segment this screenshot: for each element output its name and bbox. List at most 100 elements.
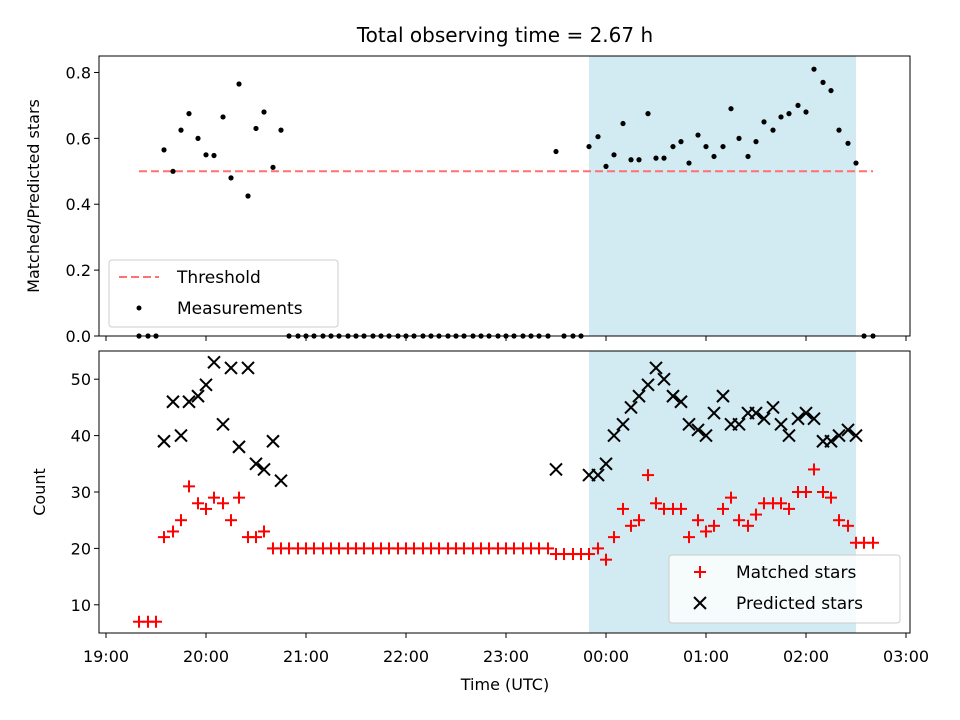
bottom-x-ticks: 19:00 20:00 21:00 22:00 23:00 00:00 01:00 02:00… (83, 633, 929, 666)
bottom-x-tick-label: 23:00 (483, 647, 529, 666)
predicted-star-point (841, 423, 855, 437)
measurement-point (736, 135, 742, 141)
matched-star-point (692, 514, 704, 527)
predicted-star-point (249, 457, 263, 471)
measurement-point (228, 175, 234, 181)
measurement-point (670, 143, 676, 150)
predicted-star-point (699, 428, 713, 443)
measurement-point (778, 114, 784, 120)
measurement-point (711, 153, 717, 160)
legend-measurements-label: Measurements (177, 299, 303, 319)
predicted-star-point (716, 389, 730, 403)
matched-star-point (742, 519, 754, 532)
bottom-x-tick-label: 00:00 (583, 647, 629, 666)
matched-star-point (183, 480, 195, 493)
legend-matched-swatch (694, 566, 706, 578)
predicted-star-point (199, 378, 213, 392)
predicted-star-point (674, 395, 688, 409)
bottom-legend-box (668, 554, 901, 624)
measurement-point (753, 139, 759, 145)
legend-predicted-swatch (693, 596, 707, 610)
matched-star-point (625, 519, 637, 532)
predicted-star-point (207, 355, 221, 369)
top-y-tick-label: 0.8 (66, 63, 91, 82)
matched-star-point (208, 491, 220, 504)
x-axis-label: Time (UTC) (460, 675, 549, 694)
bottom-x-tick-label: 21:00 (283, 647, 329, 666)
bottom-panel: 10 20 30 40 50 19:00 20:00 21:00 22:00 23:00 00:0… (30, 350, 929, 694)
top-legend: Threshold Measurements (108, 259, 339, 328)
matched-star-point (700, 525, 712, 538)
bottom-x-tick-label: 02:00 (783, 647, 829, 666)
matched-star-point (833, 514, 845, 527)
matched-star-point (775, 497, 787, 510)
bottom-x-tick-label: 19:00 (83, 647, 129, 666)
predicted-star-point (682, 417, 696, 432)
matched-star-point (725, 491, 737, 504)
matched-star-point (733, 514, 745, 527)
measurement-point (203, 152, 209, 158)
measurement-point (253, 125, 259, 132)
predicted-star-point (666, 389, 680, 403)
measurement-point (620, 120, 626, 127)
predicted-star-point (174, 428, 188, 443)
top-y-tick-label: 0.0 (66, 327, 91, 346)
matched-star-point (600, 553, 612, 566)
predicted-star-point (241, 361, 255, 375)
predicted-star-point (232, 440, 246, 454)
measurement-point (761, 119, 767, 125)
measurement-point (836, 127, 842, 133)
measurement-point (720, 143, 726, 150)
measurement-point (703, 143, 709, 150)
measurement-points (136, 66, 876, 339)
predicted-star-point (749, 406, 763, 420)
bottom-x-tick-label: 03:00 (883, 647, 929, 666)
matched-star-point (683, 531, 695, 544)
predicted-star-point (266, 434, 280, 448)
predicted-star-point (591, 468, 605, 482)
matched-star-point (750, 508, 762, 521)
measurement-point (186, 111, 192, 117)
top-legend-box (108, 259, 339, 328)
matched-star-point (717, 502, 729, 515)
measurement-point (261, 109, 267, 115)
matched-star-point (867, 536, 879, 549)
top-axes-frame (98, 55, 911, 337)
measurement-point (161, 147, 167, 153)
measurement-point (695, 132, 701, 138)
matched-star-point (258, 525, 270, 538)
bottom-legend: Matched stars Predicted stars (668, 554, 901, 624)
measurement-point (636, 157, 642, 163)
measurement-point (553, 148, 559, 155)
measurement-point (845, 140, 851, 146)
predicted-star-point (616, 417, 630, 432)
matched-star-point (150, 615, 162, 628)
predicted-star-point (549, 462, 563, 477)
predicted-star-point (599, 457, 613, 471)
predicted-star-point (774, 417, 788, 432)
top-panel: 0.00.20.40.60.8 Matched/Predicted stars … (24, 55, 911, 346)
predicted-star-point (807, 411, 821, 426)
chart-title: Total observing time = 2.67 h (356, 23, 653, 47)
bottom-x-tick-label: 01:00 (683, 647, 729, 666)
matched-star-point (842, 519, 854, 532)
measurement-point (195, 135, 201, 141)
matched-star-point (583, 548, 595, 561)
legend-threshold-label: Threshold (176, 268, 261, 288)
measurement-point (811, 66, 817, 72)
matched-star-point (175, 514, 187, 527)
measurement-point (586, 143, 592, 150)
matched-star-point (783, 502, 795, 515)
measurement-point (611, 152, 617, 158)
matched-star-point (825, 491, 837, 504)
bottom-x-tick-label: 20:00 (183, 647, 229, 666)
predicted-star-point (691, 423, 705, 437)
measurement-point (245, 193, 251, 199)
predicted-star-point (166, 395, 180, 409)
measurement-point (211, 152, 217, 159)
predicted-star-point (182, 395, 196, 409)
predicted-star-point (641, 378, 655, 392)
matched-star-point (808, 463, 820, 476)
matched-star-point (675, 502, 687, 515)
bottom-y-tick-label: 50 (71, 370, 91, 389)
